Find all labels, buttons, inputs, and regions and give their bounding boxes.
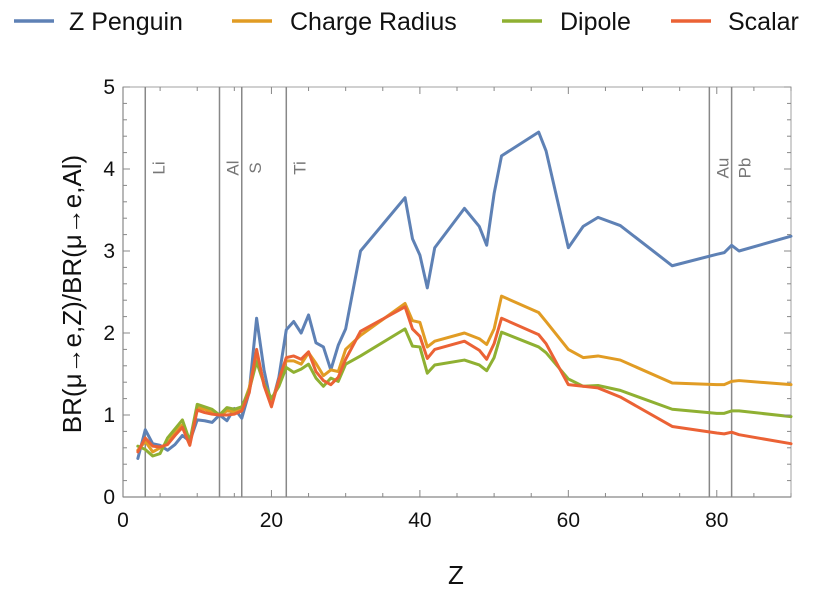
reference-label-al: Al (223, 160, 242, 175)
x-tick-label: 0 (117, 509, 129, 532)
reference-label-li: Li (149, 161, 168, 174)
x-axis-title: Z (448, 560, 464, 589)
y-tick-label: 2 (103, 322, 115, 345)
y-tick-label: 4 (103, 158, 115, 181)
legend-label-z-penguin: Z Penguin (69, 8, 183, 36)
y-axis-title: BR(μ→e,Z)/BR(μ→e,Al) (57, 155, 87, 433)
reference-label-s: S (246, 162, 265, 173)
plot-border (122, 86, 792, 498)
x-tick-label: 80 (705, 509, 728, 532)
plot-frame (122, 86, 792, 498)
reference-label-au: Au (713, 158, 732, 179)
series-line-z-penguin (136, 130, 793, 460)
legend-label-dipole: Dipole (560, 8, 631, 36)
series-line-charge-radius (136, 294, 793, 454)
y-tick-label: 3 (103, 240, 115, 263)
series-layer (136, 130, 793, 460)
x-tick-label: 40 (408, 509, 431, 532)
series-line-scalar (136, 305, 793, 454)
reference-lines: Li Al S Ti Au Pb (144, 87, 755, 497)
x-tick-label: 60 (557, 509, 580, 532)
axes-layer: 0 20 40 60 80 0 1 2 3 4 5 (103, 76, 792, 532)
y-tick-label: 5 (103, 76, 115, 99)
y-tick-label: 1 (103, 404, 115, 427)
y-tick-label: 0 (103, 486, 115, 509)
legend-label-charge-radius: Charge Radius (290, 8, 457, 36)
reference-label-pb: Pb (736, 158, 755, 179)
legend: Z Penguin Charge Radius Dipole Scalar (14, 8, 799, 36)
legend-label-scalar: Scalar (728, 8, 799, 36)
x-tick-label: 20 (260, 509, 283, 532)
series-line-dipole (136, 327, 793, 458)
reference-label-ti: Ti (290, 161, 309, 175)
